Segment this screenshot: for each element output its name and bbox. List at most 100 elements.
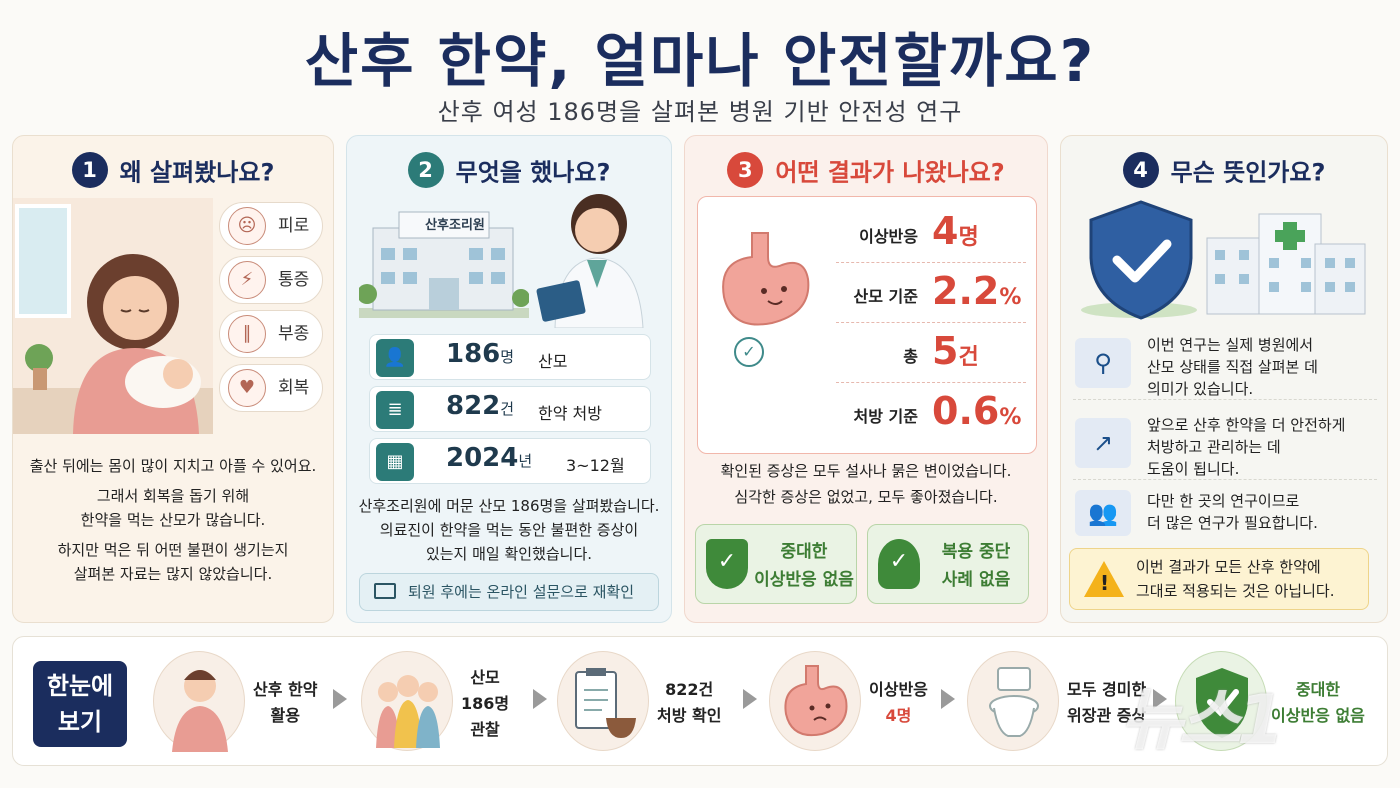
result-unit: % — [999, 285, 1022, 310]
nurse-illustration — [536, 194, 644, 328]
badge-line: 이상반응 없음 — [754, 570, 854, 590]
result-prescription-rate: 처방 기준 0.6% — [836, 383, 1026, 443]
step-line: 4명 — [885, 706, 912, 725]
step-line: 186명 — [461, 694, 510, 713]
badge-line: 복용 중단 — [941, 542, 1011, 562]
badge-line: 중대한 — [780, 542, 828, 562]
badge-line: 사례 없음 — [941, 570, 1011, 590]
pain-icon: ⚡ — [228, 261, 266, 299]
stat-prescriptions: ≣ 822건 한약 처방 — [369, 386, 651, 432]
note-text: 퇴원 후에는 온라인 설문으로 재확인 — [408, 583, 635, 601]
text-line: 확인된 증상은 모두 설사나 묽은 변이었습니다. — [720, 462, 1012, 480]
chip-fatigue: ☹ 피로 — [219, 202, 323, 250]
text-line: 심각한 증상은 없었고, 모두 좋아졌습니다. — [734, 488, 998, 506]
news1-watermark: 뉴스1 — [1120, 681, 1284, 760]
result-label: 처방 기준 — [853, 407, 918, 426]
stat-label: 산모 — [538, 352, 568, 371]
shield-hospital-illustration — [1081, 200, 1366, 320]
stat-label: 3~12월 — [566, 456, 625, 475]
tired-face-icon: ☹ — [228, 207, 266, 245]
result-value: 2.2 — [932, 269, 1000, 313]
panel-what-heading: 2 무엇을 했나요? — [347, 152, 671, 188]
text-line: 의미가 있습니다. — [1147, 380, 1254, 398]
panel-why-text: 출산 뒤에는 몸이 많이 지치고 아플 수 있어요. 그래서 회복을 돕기 위해… — [13, 454, 333, 586]
calendar-icon: ▦ — [376, 443, 414, 481]
chip-recovery: ♥ 회복 — [219, 364, 323, 412]
result-mother-rate: 산모 기준 2.2% — [836, 263, 1026, 323]
stat-period: ▦ 2024년 3~12월 — [369, 438, 651, 484]
stat-value: 2024 — [446, 443, 519, 473]
stat-value: 186 — [446, 339, 501, 369]
text-line: 이번 결과가 모든 산후 한약에 — [1136, 558, 1321, 576]
step-line: 산후 한약 — [253, 680, 318, 699]
page-title: 산후 한약, 얼마나 안전할까요? — [304, 27, 1096, 95]
result-value: 5 — [932, 329, 959, 373]
step-line: 822건 — [665, 680, 714, 699]
arrow-right-icon — [333, 689, 347, 709]
text-line: 도움이 됩니다. — [1147, 460, 1240, 478]
mother-drinking-icon — [153, 651, 245, 752]
chip-label: 회복 — [278, 378, 310, 398]
text-line: 의료진이 한약을 먹는 동안 불편한 증상이 — [379, 521, 639, 539]
arrow-right-icon — [743, 689, 757, 709]
panel-why: 1 왜 살펴봤나요? ☹ 피로 ⚡ 통증 ∥ 부종 ♥ 회복 출산 뒤에는 몸이 많이 지… — [12, 135, 334, 623]
heading-text: 무슨 뜻인가요? — [1170, 158, 1326, 187]
text-line: 산모 상태를 직접 살펴본 데 — [1147, 358, 1318, 376]
text-line: 있는지 매일 확인했습니다. — [425, 545, 593, 563]
warning-box: ! 이번 결과가 모든 산후 한약에 그대로 적용되는 것은 아닙니다. — [1069, 548, 1369, 610]
person-check-icon: ✓ — [878, 539, 920, 589]
step-line: 활용 — [270, 706, 300, 725]
women-group-icon — [361, 651, 453, 751]
result-unit: % — [999, 405, 1022, 430]
result-value: 4 — [932, 209, 959, 253]
check-icon: ✓ — [734, 337, 764, 367]
legs-icon: ∥ — [228, 315, 266, 353]
growth-chart-icon: ↗ — [1075, 418, 1131, 468]
text-line: 산후조리원에 머문 산모 186명을 살펴봤습니다. — [358, 497, 660, 515]
text-line: 더 많은 연구가 필요합니다. — [1147, 514, 1318, 532]
stat-unit: 건 — [500, 400, 515, 418]
text-line: 살펴본 자료는 많지 않았습니다. — [73, 565, 273, 583]
step-line: 모두 경미한 — [1067, 680, 1147, 699]
step-number: 4 — [1122, 152, 1159, 188]
stomach-icon — [722, 232, 810, 326]
postpartum-center-illustration — [359, 211, 529, 318]
building-sign: 산후조리원 — [425, 218, 485, 233]
step-number: 1 — [71, 152, 108, 188]
text-line: 하지만 먹은 뒤 어떤 불편이 생기는지 — [57, 541, 289, 559]
glance-step-prescriptions: 822건 처방 확인 — [557, 651, 757, 751]
heading-text: 왜 살펴봤나요? — [119, 158, 275, 187]
at-a-glance-label: 한눈에 보기 — [33, 661, 127, 747]
stat-mothers: 👤 186명 산모 — [369, 334, 651, 380]
step-line: 이상반응 없음 — [1271, 706, 1365, 725]
person-icon: 👤 — [376, 339, 414, 377]
warning-mark: ! — [1100, 571, 1110, 595]
step-line: 중대한 — [1295, 680, 1341, 699]
arrow-right-icon — [1153, 689, 1167, 709]
online-survey-note: 퇴원 후에는 온라인 설문으로 재확인 — [359, 573, 659, 611]
stat-unit: 년 — [518, 452, 533, 470]
stat-unit: 명 — [500, 348, 515, 366]
text-line: 앞으로 산후 한약을 더 안전하게 — [1147, 416, 1346, 434]
text-line: 출산 뒤에는 몸이 많이 지치고 아플 수 있어요. — [29, 457, 317, 475]
clipboard-mortar-icon — [557, 651, 649, 751]
text-line: 이번 연구는 실제 병원에서 — [1147, 336, 1314, 354]
step-line: 관찰 — [470, 720, 500, 739]
chip-label: 부종 — [278, 324, 310, 344]
result-label: 산모 기준 — [853, 287, 918, 306]
mother-baby-illustration — [13, 198, 213, 434]
prescription-icon: ≣ — [376, 391, 414, 429]
panel-results: 3 어떤 결과가 나왔나요? ✓ 이상반응 4명 산모 기준 2.2% 총 5건 처방 … — [684, 135, 1048, 623]
shield-check-icon: ✓ — [706, 539, 748, 589]
stat-label: 한약 처방 — [538, 404, 602, 423]
at-a-glance-strip: 한눈에 보기 산후 한약 활용 산모 186명 관찰 822건 처방 확인 이상반응 4명 … — [12, 636, 1388, 766]
result-label: 이상반응 — [859, 227, 918, 246]
group-icon: 👥 — [1075, 490, 1131, 536]
result-value: 0.6 — [932, 389, 1000, 433]
toilet-icon — [967, 651, 1059, 751]
step-line: 이상반응 — [869, 680, 928, 699]
panel-what: 2 무엇을 했나요? 산후조리원 👤 186명 산모 ≣ 822건 한약 처방 ▦ 2024… — [346, 135, 672, 623]
chip-swelling: ∥ 부종 — [219, 310, 323, 358]
